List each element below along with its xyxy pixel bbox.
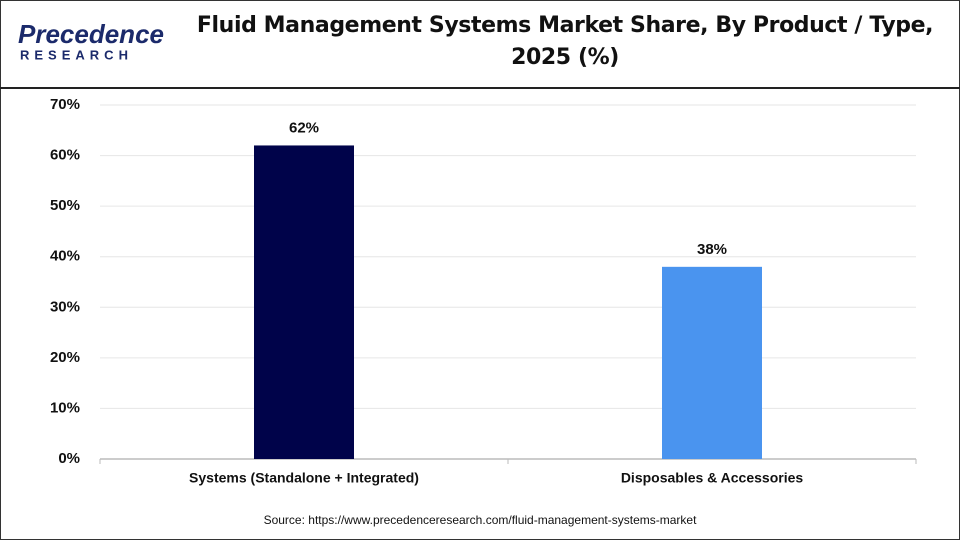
value-label: 38% — [697, 241, 727, 258]
x-tick-label: Systems (Standalone + Integrated) — [189, 470, 419, 486]
y-tick-label: 10% — [50, 399, 80, 416]
chart-title: Fluid Management Systems Market Share, B… — [196, 13, 934, 70]
logo-tagline: RESEARCH — [20, 47, 133, 62]
y-tick-label: 30% — [50, 298, 80, 315]
y-tick-label: 60% — [50, 147, 80, 164]
x-tick-label: Disposables & Accessories — [621, 470, 804, 486]
y-tick-label: 70% — [50, 96, 80, 113]
bar — [254, 145, 354, 459]
y-tick-label: 40% — [50, 248, 80, 265]
source: Source: https://www.precedenceresearch.c… — [264, 513, 698, 527]
y-tick-label: 20% — [50, 349, 80, 366]
bar — [662, 266, 762, 459]
value-label: 62% — [289, 119, 319, 136]
logo-name: Precedence — [18, 19, 164, 49]
y-tick-label: 0% — [58, 450, 80, 467]
y-tick-label: 50% — [50, 197, 80, 214]
